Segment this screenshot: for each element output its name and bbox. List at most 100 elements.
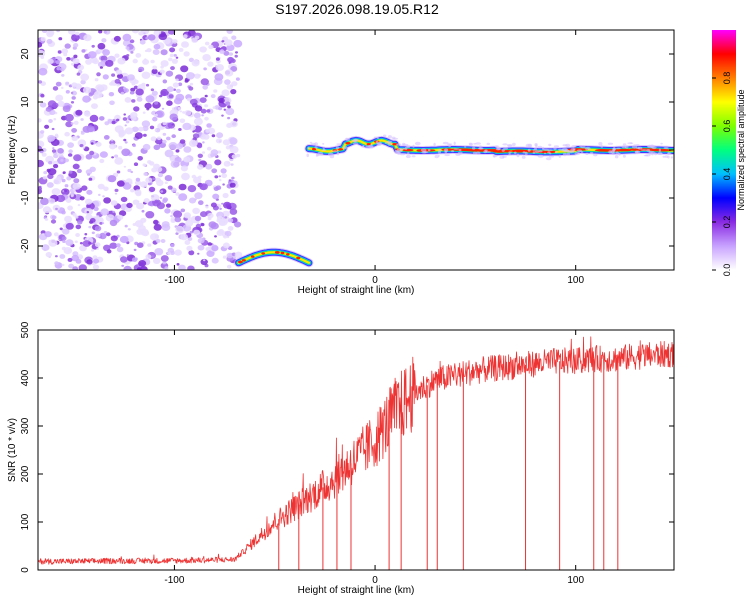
- noise-speckle: [161, 221, 170, 228]
- noise-speckle: [153, 257, 161, 265]
- noise-speckle: [211, 168, 218, 174]
- noise-speckle: [186, 245, 193, 251]
- band-halo: [387, 140, 392, 144]
- noise-speckle: [85, 169, 93, 175]
- noise-speckle: [40, 197, 49, 206]
- noise-speckle: [169, 47, 176, 53]
- noise-speckle: [76, 72, 81, 76]
- noise-speckle: [70, 194, 74, 198]
- noise-speckle: [188, 86, 194, 91]
- noise-speckle: [169, 53, 174, 58]
- band-halo: [495, 145, 498, 148]
- noise-speckle: [152, 177, 156, 181]
- band-halo: [618, 153, 621, 156]
- band-halo: [641, 149, 647, 151]
- noise-speckle: [184, 110, 192, 116]
- x-tick-label: -100: [164, 275, 184, 286]
- noise-speckle: [109, 242, 118, 249]
- noise-speckle: [207, 61, 214, 67]
- noise-speckle: [199, 46, 207, 53]
- noise-speckle: [73, 178, 80, 184]
- noise-speckle: [205, 129, 210, 133]
- noise-speckle: [140, 228, 149, 236]
- band-halo: [322, 143, 325, 145]
- noise-speckle: [61, 48, 69, 54]
- noise-speckle: [150, 233, 159, 241]
- noise-speckle: [70, 91, 74, 94]
- band-halo: [433, 142, 436, 146]
- noise-speckle: [226, 252, 234, 259]
- noise-speckle: [89, 114, 99, 122]
- noise-speckle: [150, 59, 155, 64]
- noise-speckle: [200, 223, 205, 227]
- noise-speckle: [147, 34, 156, 41]
- noise-speckle: [213, 153, 218, 157]
- band-halo: [612, 147, 616, 151]
- noise-speckle: [181, 41, 189, 48]
- band-halo: [647, 145, 652, 148]
- noise-speckle: [86, 125, 95, 133]
- band-halo: [493, 155, 496, 158]
- noise-speckle: [221, 202, 224, 205]
- noise-speckle: [204, 94, 208, 98]
- band-halo: [373, 136, 378, 139]
- noise-speckle: [173, 54, 177, 57]
- colorbar-tick-label: 0.2: [722, 216, 732, 229]
- noise-speckle: [113, 35, 121, 42]
- noise-speckle: [123, 138, 127, 142]
- noise-speckle: [189, 230, 193, 234]
- noise-speckle: [124, 141, 128, 144]
- noise-speckle: [55, 207, 58, 211]
- band-halo: [473, 142, 477, 145]
- band-halo: [342, 146, 349, 150]
- noise-speckle: [44, 218, 49, 221]
- noise-speckle: [38, 80, 43, 84]
- noise-speckle: [159, 196, 163, 199]
- band-peak: [457, 148, 473, 151]
- noise-speckle: [98, 193, 101, 196]
- noise-speckle: [179, 139, 186, 144]
- noise-speckle: [101, 38, 107, 43]
- noise-speckle: [188, 250, 195, 256]
- snr-y-label: SNR (10 * v/v): [7, 418, 18, 482]
- noise-speckle: [206, 146, 212, 151]
- noise-speckle: [154, 101, 159, 105]
- noise-speckle: [180, 165, 188, 172]
- noise-speckle: [224, 230, 232, 237]
- noise-speckle: [137, 242, 144, 248]
- noise-speckle: [143, 198, 150, 204]
- noise-speckle: [135, 53, 142, 58]
- band-halo: [370, 143, 373, 146]
- noise-speckle: [193, 229, 201, 236]
- noise-speckle: [149, 161, 155, 166]
- band-halo: [402, 148, 406, 150]
- band-halo: [352, 142, 359, 145]
- noise-speckle: [79, 242, 83, 245]
- noise-speckle: [114, 188, 119, 192]
- noise-speckle: [225, 107, 235, 116]
- noise-speckle: [172, 82, 179, 88]
- noise-speckle: [208, 246, 211, 249]
- noise-speckle: [121, 131, 125, 134]
- noise-speckle: [206, 123, 212, 128]
- band-halo: [593, 153, 598, 157]
- noise-speckle: [230, 89, 237, 95]
- noise-speckle: [187, 265, 195, 270]
- noise-speckle: [158, 33, 168, 41]
- noise-speckle: [135, 88, 144, 96]
- noise-speckle: [79, 196, 85, 201]
- band-peak: [595, 149, 607, 152]
- noise-speckle: [72, 266, 79, 270]
- noise-speckle: [210, 222, 219, 230]
- noise-speckle: [114, 192, 118, 195]
- noise-speckle: [122, 33, 132, 42]
- noise-speckle: [171, 58, 178, 64]
- noise-speckle: [75, 109, 83, 116]
- band-halo: [468, 142, 473, 145]
- noise-speckle: [226, 44, 235, 52]
- band-peak: [392, 143, 398, 146]
- noise-speckle: [152, 65, 158, 70]
- noise-speckle: [73, 43, 79, 48]
- band-peak: [345, 142, 351, 145]
- band-peak: [250, 255, 255, 258]
